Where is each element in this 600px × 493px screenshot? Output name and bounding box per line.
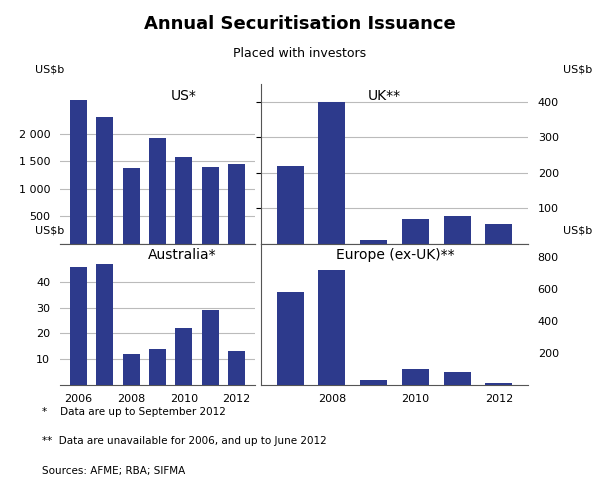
Bar <box>96 264 113 385</box>
Bar <box>70 101 87 244</box>
Bar <box>402 219 429 244</box>
Bar <box>96 117 113 244</box>
Bar <box>175 157 193 244</box>
Bar <box>202 167 219 244</box>
Text: US$b: US$b <box>563 226 592 236</box>
Bar <box>319 102 346 244</box>
Bar <box>485 383 512 385</box>
Text: *    Data are up to September 2012: * Data are up to September 2012 <box>42 407 226 417</box>
Text: Placed with investors: Placed with investors <box>233 47 367 60</box>
Bar <box>319 270 346 385</box>
Bar <box>485 224 512 244</box>
Text: US$b: US$b <box>563 64 592 74</box>
Text: Annual Securitisation Issuance: Annual Securitisation Issuance <box>144 15 456 33</box>
Bar <box>228 164 245 244</box>
Bar <box>149 349 166 385</box>
Text: **  Data are unavailable for 2006, and up to June 2012: ** Data are unavailable for 2006, and up… <box>42 436 327 446</box>
Text: Europe (ex-UK)**: Europe (ex-UK)** <box>336 248 454 262</box>
Bar <box>443 372 470 385</box>
Text: UK**: UK** <box>368 89 401 103</box>
Text: Australia*: Australia* <box>148 248 217 262</box>
Bar <box>228 352 245 385</box>
Bar <box>402 369 429 385</box>
Bar <box>360 380 387 385</box>
Text: US$b: US$b <box>35 64 64 74</box>
Text: US*: US* <box>171 89 197 103</box>
Bar <box>175 328 193 385</box>
Bar <box>443 215 470 244</box>
Bar <box>277 292 304 385</box>
Bar <box>122 168 140 244</box>
Text: Sources: AFME; RBA; SIFMA: Sources: AFME; RBA; SIFMA <box>42 466 185 476</box>
Bar <box>122 354 140 385</box>
Text: US$b: US$b <box>35 226 64 236</box>
Bar <box>202 311 219 385</box>
Bar <box>360 241 387 244</box>
Bar <box>149 138 166 244</box>
Bar <box>277 166 304 244</box>
Bar <box>70 267 87 385</box>
